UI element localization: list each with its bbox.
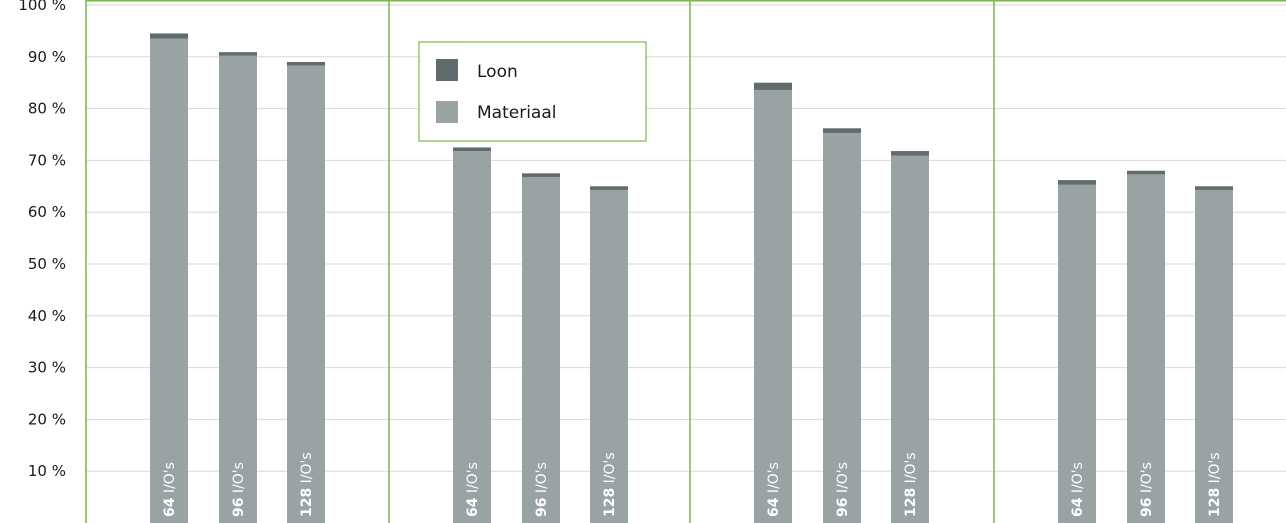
y-tick-label: 30 %: [28, 359, 66, 377]
bar-materiaal: [522, 176, 560, 523]
bar-loon: [1127, 170, 1165, 175]
legend-swatch-loon: [436, 59, 458, 81]
bar-category-label: 64 I/O's: [1070, 462, 1086, 517]
bar-loon: [453, 147, 491, 152]
bar-materiaal: [754, 89, 792, 523]
legend-box: [418, 41, 647, 142]
y-tick-label: 50 %: [28, 255, 66, 273]
y-tick-label: 10 %: [28, 462, 66, 480]
y-tick-label: 90 %: [28, 48, 66, 66]
legend: Loon Materiaal: [418, 41, 647, 142]
bar-materiaal: [453, 151, 491, 523]
bar-loon: [287, 61, 325, 66]
bar-materiaal: [219, 55, 257, 523]
y-tick-label: 40 %: [28, 307, 66, 325]
legend-label-loon: Loon: [477, 62, 518, 82]
bar-materiaal: [287, 65, 325, 523]
bar-category-label: 128 I/O's: [299, 452, 315, 517]
y-tick-label: 70 %: [28, 151, 66, 169]
bar-category-label: 96 I/O's: [1139, 462, 1155, 517]
bar-loon: [823, 128, 861, 133]
bar-materiaal: [1195, 189, 1233, 523]
bar-category-label: 64 I/O's: [766, 462, 782, 517]
bar-loon: [1195, 186, 1233, 190]
bar-materiaal: [590, 189, 628, 523]
legend-label-materiaal: Materiaal: [477, 103, 556, 123]
y-tick-label: 60 %: [28, 203, 66, 221]
bar-loon: [522, 173, 560, 177]
bar-loon: [1058, 180, 1096, 185]
bar-category-label: 128 I/O's: [903, 452, 919, 517]
bar-materiaal: [891, 155, 929, 523]
bar-category-label: 96 I/O's: [231, 462, 247, 517]
bar-materiaal: [150, 38, 188, 523]
bar-category-label: 64 I/O's: [465, 462, 481, 517]
bar-materiaal: [1127, 174, 1165, 523]
bar-loon: [891, 151, 929, 156]
bar-category-label: 64 I/O's: [162, 462, 178, 517]
bar-category-label: 128 I/O's: [602, 452, 618, 517]
legend-swatch-materiaal: [436, 101, 458, 123]
gridlines: [86, 4, 1286, 472]
y-tick-label: 80 %: [28, 100, 66, 118]
bar-category-label: 128 I/O's: [1207, 452, 1223, 517]
y-tick-label: 20 %: [28, 410, 66, 428]
bar-loon: [754, 82, 792, 90]
bar-category-label: 96 I/O's: [534, 462, 550, 517]
y-tick-label: 100 %: [18, 0, 66, 14]
bar-materiaal: [823, 132, 861, 523]
bar-materiaal: [1058, 184, 1096, 523]
bar-loon: [150, 33, 188, 39]
bars: 64 I/O's 96 I/O's 128 I/O's 64 I/O's 96 I/O'…: [150, 33, 1233, 523]
bar-category-label: 96 I/O's: [835, 462, 851, 517]
panel-borders: [85, 0, 1286, 523]
y-axis: 10 % 20 % 30 % 40 % 50 % 60 % 70 % 80 % 90 % 100 …: [18, 0, 66, 480]
bar-loon: [590, 186, 628, 190]
bar-loon: [219, 52, 257, 56]
